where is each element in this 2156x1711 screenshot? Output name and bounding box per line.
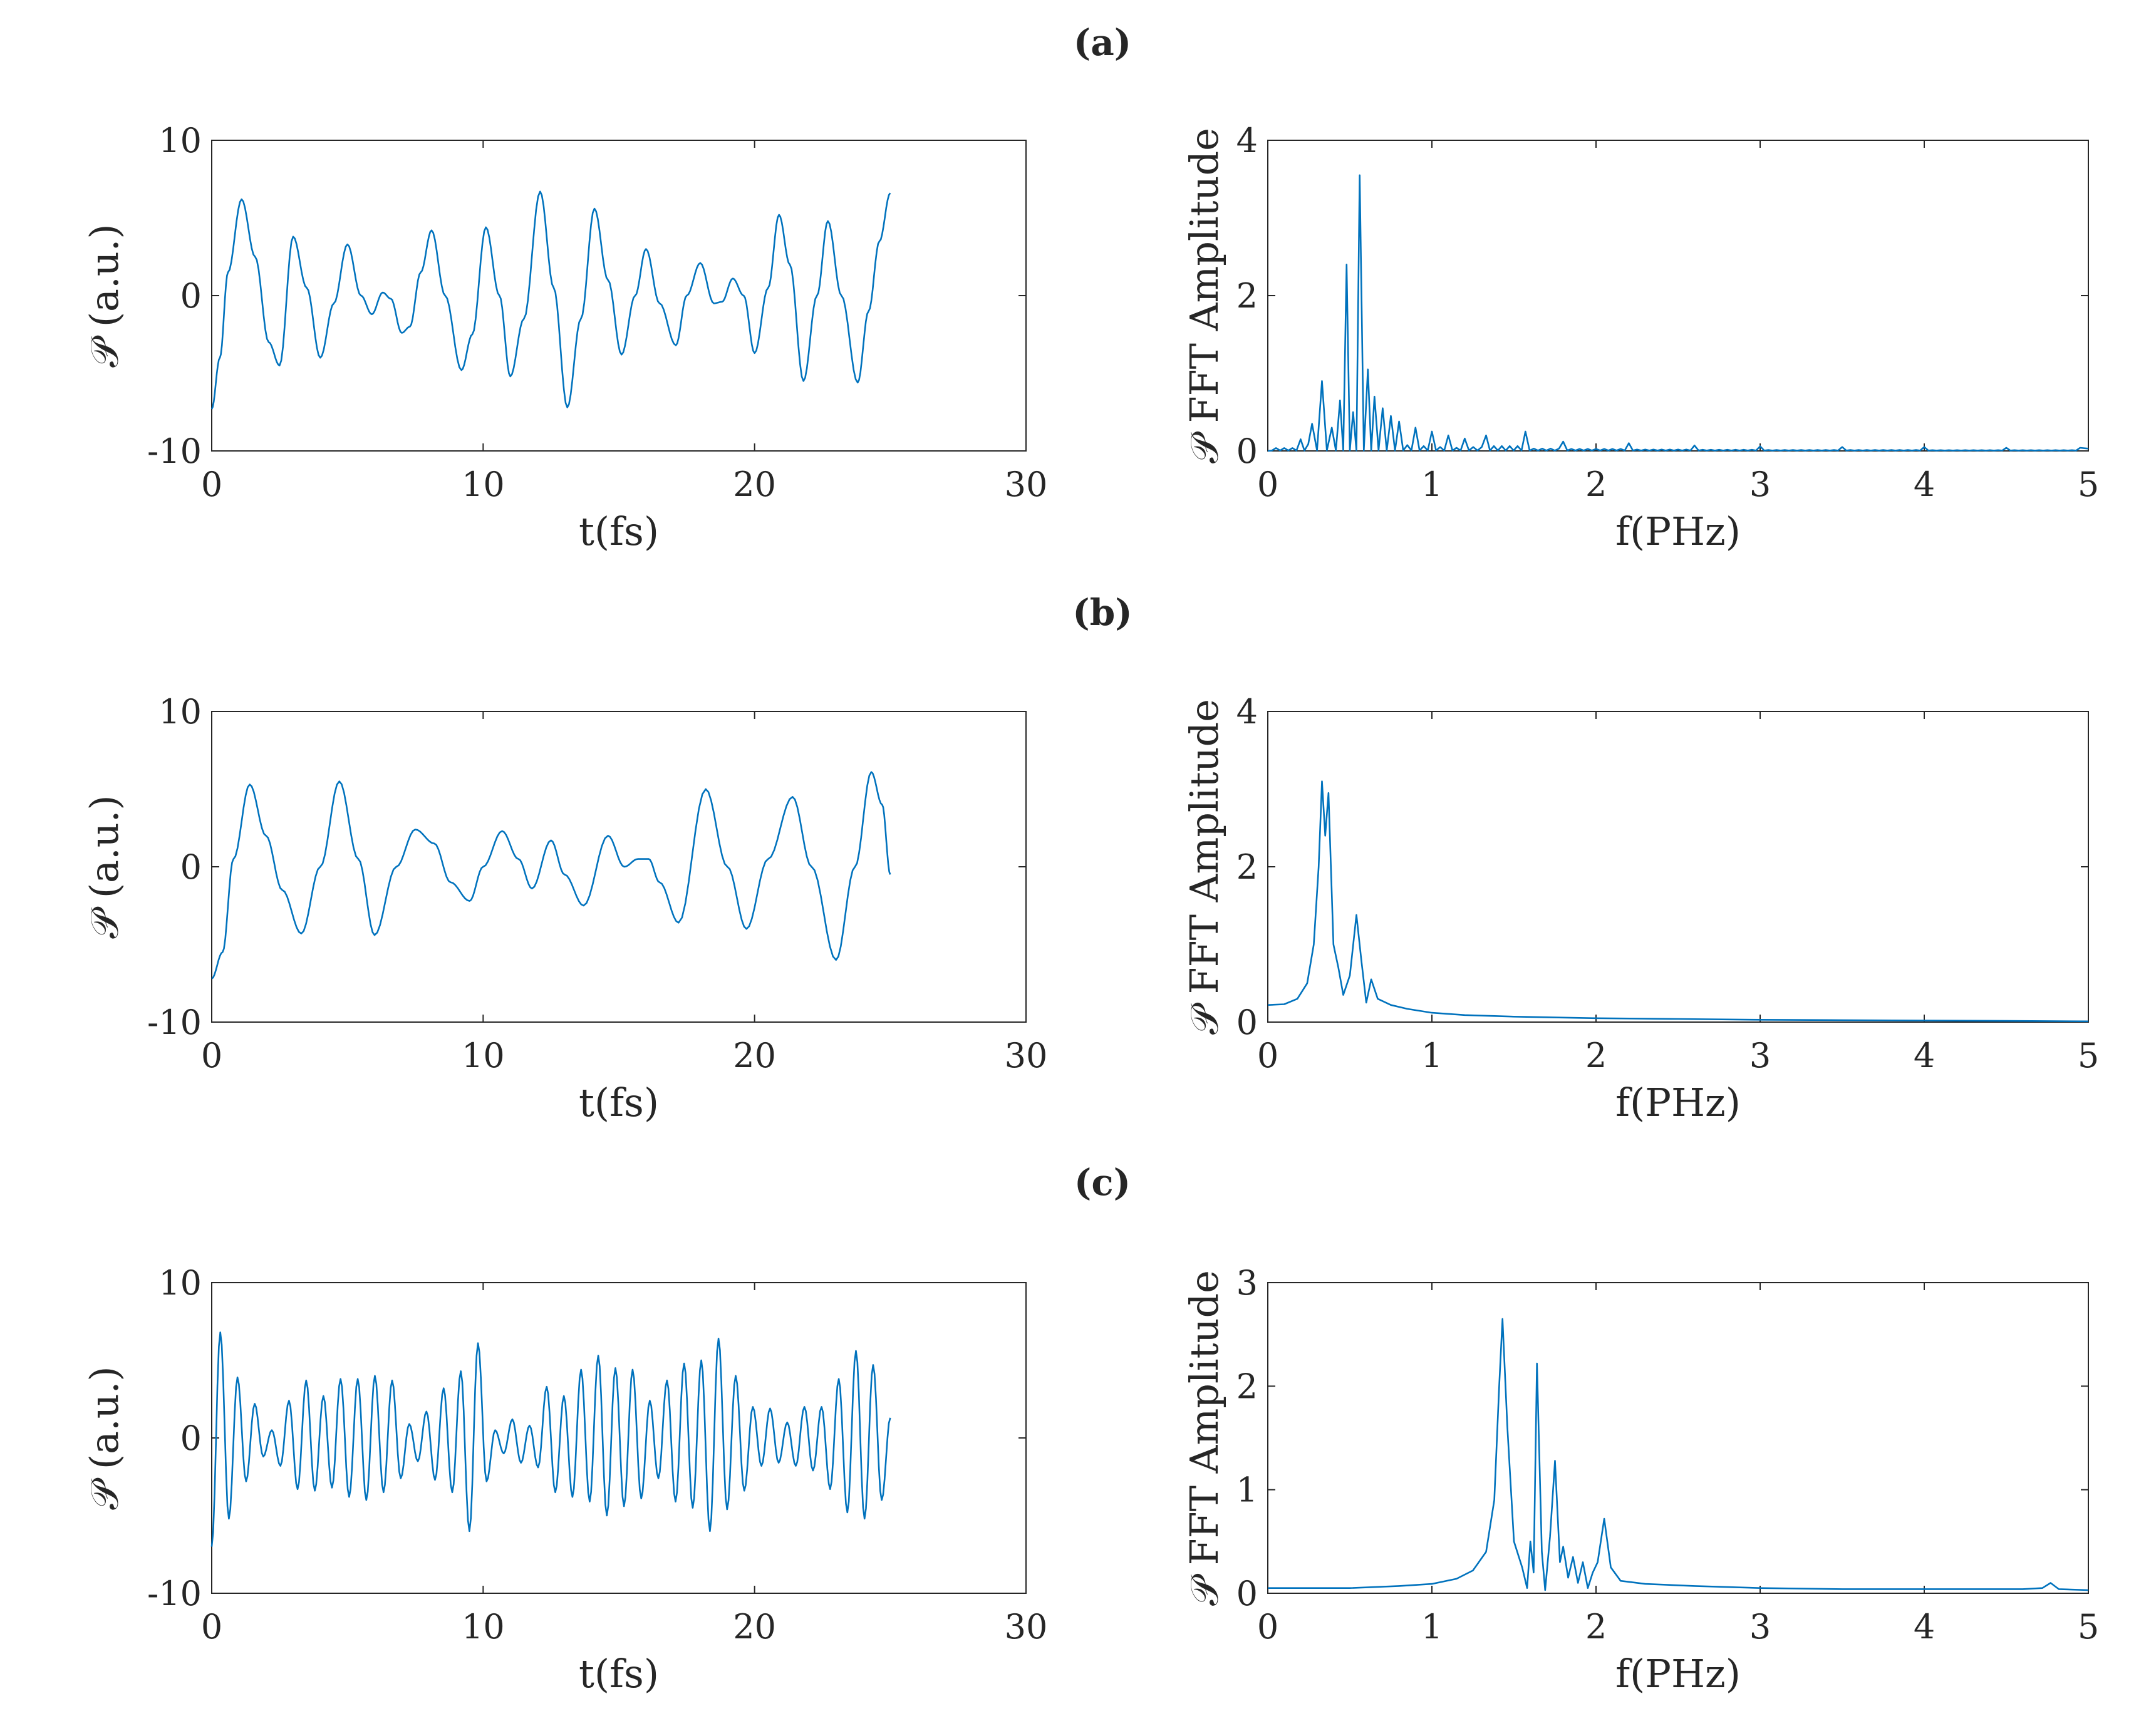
x-axis-label: t(fs) xyxy=(579,1080,659,1125)
y-tick-label: 0 xyxy=(1236,1003,1258,1042)
x-tick-label: 2 xyxy=(1585,1607,1607,1646)
series-line xyxy=(210,190,891,410)
y-axis-label: 𝒫 FFT Amplitude xyxy=(1181,699,1227,1035)
x-tick-label: 4 xyxy=(1914,1036,1935,1075)
x-tick-label: 10 xyxy=(462,465,505,504)
y-tick-label: 2 xyxy=(1236,276,1258,316)
panel-label-c: (c) xyxy=(1074,1161,1131,1204)
series-line xyxy=(210,1331,891,1547)
y-tick-label: 4 xyxy=(1236,121,1258,160)
plot-area xyxy=(1267,711,2089,1023)
y-tick-label: 0 xyxy=(180,276,202,316)
x-tick-label: 3 xyxy=(1749,465,1771,504)
x-axis-label: t(fs) xyxy=(579,1651,659,1697)
chart-a-fft: 0 1 2 3 4 5 0 2 4 f(PHz) 𝒫 FFT Amplitude xyxy=(1181,121,2099,554)
chart-b-fft: 0 1 2 3 4 5 0 2 4 f(PHz) 𝒫 FFT Amplitude xyxy=(1181,692,2099,1125)
x-tick-label: 0 xyxy=(201,465,222,504)
y-tick-label: 3 xyxy=(1236,1263,1258,1303)
x-tick-label: 0 xyxy=(201,1607,222,1646)
y-tick-label: 0 xyxy=(180,1419,202,1458)
plot-area xyxy=(1267,1282,2089,1594)
x-axis-label: f(PHz) xyxy=(1615,509,1741,554)
y-axis-label: 𝒫 (a.u.) xyxy=(81,224,127,367)
y-tick-label: 0 xyxy=(1236,1574,1258,1613)
x-tick-label: 3 xyxy=(1749,1036,1771,1075)
x-tick-label: 30 xyxy=(1005,1036,1048,1075)
y-axis-label: 𝒫 (a.u.) xyxy=(81,1366,127,1509)
x-tick-label: 1 xyxy=(1421,1036,1443,1075)
x-tick-label: 4 xyxy=(1914,1607,1935,1646)
y-tick-label: -10 xyxy=(147,1574,202,1613)
x-axis-label: t(fs) xyxy=(579,509,659,554)
y-axis-label: 𝒫 FFT Amplitude xyxy=(1181,128,1227,463)
y-tick-label: 1 xyxy=(1236,1471,1258,1510)
x-tick-label: 10 xyxy=(462,1036,505,1075)
x-axis-label: f(PHz) xyxy=(1615,1651,1741,1697)
series-line xyxy=(1267,174,2089,452)
plot-area xyxy=(1267,140,2089,452)
x-tick-label: 2 xyxy=(1585,1036,1607,1075)
x-tick-label: 1 xyxy=(1421,465,1443,504)
series-line xyxy=(211,771,891,980)
y-tick-label: 2 xyxy=(1236,1367,1258,1406)
y-tick-label: 4 xyxy=(1236,692,1258,731)
plot-area xyxy=(211,1282,1027,1594)
x-tick-label: 0 xyxy=(1257,1036,1278,1075)
x-tick-label: 20 xyxy=(733,1607,776,1646)
panel-label-a: (a) xyxy=(1074,21,1131,64)
y-axis-label: 𝒫 (a.u.) xyxy=(81,795,127,938)
series-line xyxy=(1268,1318,2089,1591)
y-tick-label: 0 xyxy=(1236,432,1258,471)
y-tick-label: 10 xyxy=(158,1263,202,1303)
y-tick-label: 10 xyxy=(158,121,202,160)
y-axis-label: 𝒫 FFT Amplitude xyxy=(1181,1270,1227,1606)
x-axis-label: f(PHz) xyxy=(1615,1080,1741,1125)
x-tick-label: 20 xyxy=(733,465,776,504)
x-tick-label: 4 xyxy=(1914,465,1935,504)
x-tick-label: 0 xyxy=(1257,465,1278,504)
x-tick-label: 1 xyxy=(1421,1607,1443,1646)
x-tick-label: 10 xyxy=(462,1607,505,1646)
x-tick-label: 0 xyxy=(201,1036,222,1075)
y-tick-label: 10 xyxy=(158,692,202,731)
plot-area xyxy=(211,711,1027,1023)
plot-area xyxy=(211,140,1027,452)
x-tick-label: 3 xyxy=(1749,1607,1771,1646)
y-tick-label: -10 xyxy=(147,1003,202,1042)
x-tick-label: 30 xyxy=(1005,1607,1048,1646)
x-tick-label: 20 xyxy=(733,1036,776,1075)
y-tick-label: -10 xyxy=(147,432,202,471)
x-tick-label: 5 xyxy=(2078,465,2099,504)
panel-label-b: (b) xyxy=(1072,591,1132,634)
series-line xyxy=(1267,780,2089,1023)
x-tick-label: 30 xyxy=(1005,465,1048,504)
x-tick-label: 0 xyxy=(1257,1607,1278,1646)
x-tick-label: 5 xyxy=(2078,1036,2099,1075)
y-tick-label: 0 xyxy=(180,847,202,887)
y-tick-label: 2 xyxy=(1236,847,1258,887)
x-tick-label: 2 xyxy=(1585,465,1607,504)
x-tick-label: 5 xyxy=(2078,1607,2099,1646)
